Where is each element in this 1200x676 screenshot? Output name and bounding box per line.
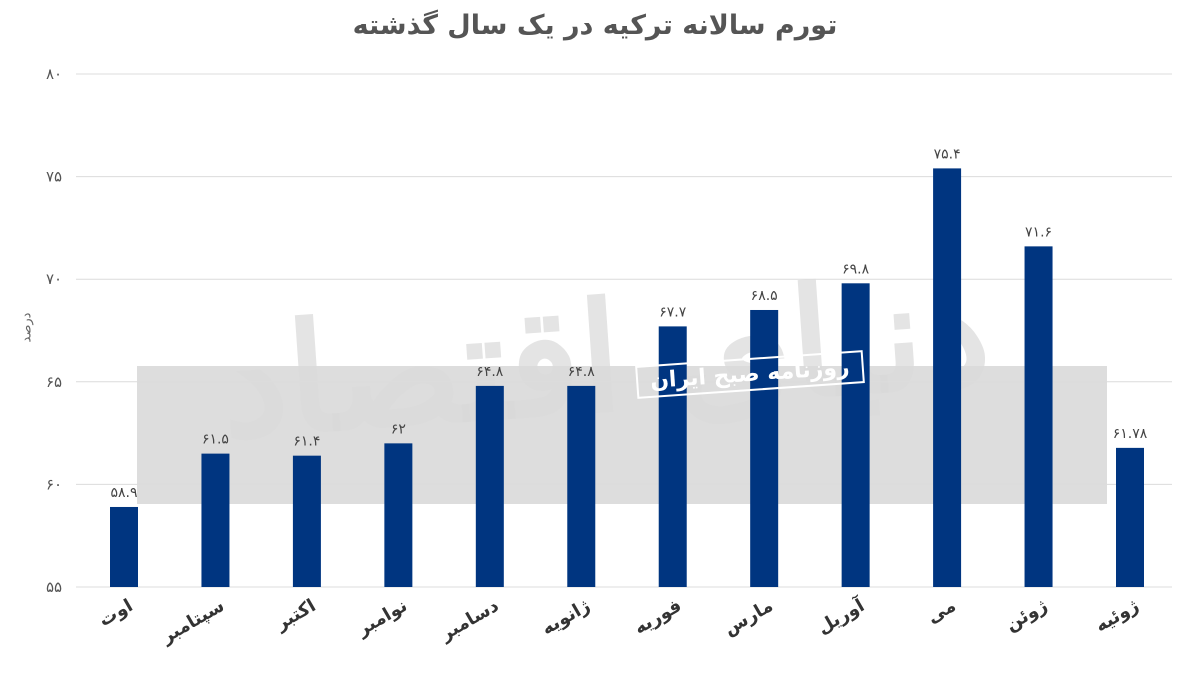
x-tick-label: ژوئیه xyxy=(1092,595,1143,636)
data-label: ۶۸.۵ xyxy=(751,288,778,304)
data-label: ۶۷.۷ xyxy=(659,304,686,320)
grid-layer xyxy=(76,73,1172,588)
bar xyxy=(292,455,321,587)
x-tick-label: اکتبر xyxy=(271,595,319,635)
bar xyxy=(475,385,504,587)
bar xyxy=(841,283,870,587)
bar xyxy=(933,168,962,587)
data-label: ۵۸.۹ xyxy=(110,485,137,501)
bar xyxy=(750,309,779,587)
y-tick-label: ۶۰ xyxy=(46,475,62,493)
data-label: ۶۴.۸ xyxy=(476,364,503,380)
bar xyxy=(110,506,138,587)
x-tick-label: آوریل xyxy=(813,593,869,639)
x-tick-label: نوامبر xyxy=(353,595,411,641)
data-label: ۶۱.۴ xyxy=(293,434,320,450)
y-tick-label: ۵۵ xyxy=(46,578,62,596)
y-axis-label: درصد xyxy=(19,312,35,343)
data-label: ۶۲ xyxy=(391,421,406,437)
bar xyxy=(658,326,687,587)
value-labels: ۵۸.۹ ۶۱.۵ ۶۱.۴ ۶۲ ۶۴.۸ ۶۴.۸ ۶۷.۷ ۶۸.۵ ۶۹.۸ ۷۵.۴ ۷۱… xyxy=(110,146,1147,501)
x-tick-label: سپتامبر xyxy=(157,595,228,648)
y-tick-labels: ۵۵ ۶۰ ۶۵ ۷۰ ۷۵ ۸۰ xyxy=(46,65,62,596)
y-tick-label: ۷۰ xyxy=(46,270,62,288)
x-tick-label: دسامبر xyxy=(436,595,502,645)
bars xyxy=(110,168,1144,588)
x-tick-label: می xyxy=(924,595,960,628)
x-tick-label: اوت xyxy=(95,595,136,631)
data-label: ۷۱.۶ xyxy=(1025,224,1052,240)
x-tick-label: ژانویه xyxy=(538,595,594,639)
data-label: ۶۱.۷۸ xyxy=(1113,426,1148,442)
chart-title: تورم سالانه ترکیه در یک سال گذشته xyxy=(352,10,838,41)
y-tick-label: ۸۰ xyxy=(46,65,62,83)
data-label: ۶۹.۸ xyxy=(842,261,869,277)
bar xyxy=(1024,246,1053,588)
bar xyxy=(567,385,596,587)
watermark-band xyxy=(137,366,1107,504)
y-tick-label: ۶۵ xyxy=(46,373,62,391)
data-label: ۶۱.۵ xyxy=(202,432,229,448)
x-tick-label: ژوئن xyxy=(1002,595,1051,635)
data-label: ۷۵.۴ xyxy=(934,146,961,162)
bar xyxy=(201,453,230,587)
x-tick-label: فوریه xyxy=(630,595,685,639)
bar xyxy=(1116,447,1144,587)
x-tick-label: مارس xyxy=(720,595,776,640)
bar xyxy=(384,443,413,587)
y-tick-label: ۷۵ xyxy=(46,168,62,186)
x-tick-labels: اوت سپتامبر اکتبر نوامبر دسامبر ژانویه فوریه ما… xyxy=(95,593,1142,648)
data-label: ۶۴.۸ xyxy=(568,364,595,380)
